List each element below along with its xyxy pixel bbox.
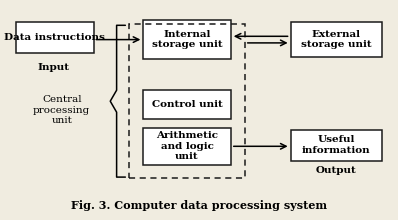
Bar xyxy=(16,22,94,53)
Text: Output: Output xyxy=(316,166,357,175)
Bar xyxy=(143,20,231,59)
Text: Arithmetic
and logic
unit: Arithmetic and logic unit xyxy=(156,131,218,161)
Bar xyxy=(291,22,382,57)
Text: Control unit: Control unit xyxy=(152,100,222,109)
Text: Data instructions: Data instructions xyxy=(4,33,105,42)
Text: Internal
storage unit: Internal storage unit xyxy=(152,30,222,49)
Text: External
storage unit: External storage unit xyxy=(301,30,372,49)
Bar xyxy=(129,24,245,178)
Bar xyxy=(143,128,231,165)
Text: Fig. 3. Computer data processing system: Fig. 3. Computer data processing system xyxy=(71,200,327,211)
Bar xyxy=(143,90,231,119)
Text: Useful
information: Useful information xyxy=(302,136,371,155)
Text: Central
processing
unit: Central processing unit xyxy=(33,95,90,125)
Bar xyxy=(291,130,382,161)
Text: Input: Input xyxy=(38,63,70,72)
